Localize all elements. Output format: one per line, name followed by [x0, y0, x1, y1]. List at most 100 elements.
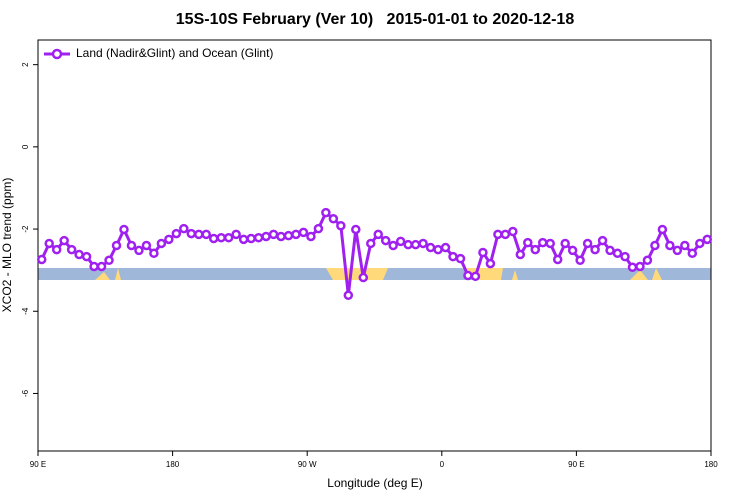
data-point	[672, 245, 683, 256]
data-point	[687, 248, 698, 259]
data-point	[66, 244, 77, 255]
surface-band	[38, 268, 711, 280]
data-point	[171, 228, 182, 239]
data-point	[493, 229, 503, 240]
data-point	[291, 229, 301, 240]
land-band	[95, 272, 110, 280]
land-band	[115, 268, 121, 280]
land-band	[652, 268, 662, 280]
data-point	[321, 207, 331, 218]
land-band	[462, 268, 503, 280]
data-point	[96, 261, 107, 272]
data-point	[89, 261, 99, 272]
data-point	[642, 255, 653, 266]
data-point	[351, 224, 361, 235]
y-tick-label: 2	[21, 62, 30, 67]
data-point	[567, 245, 578, 256]
data-point	[425, 242, 436, 253]
data-point	[440, 242, 451, 253]
data-point	[612, 248, 623, 259]
y-tick-label: 0	[21, 144, 30, 149]
data-point	[366, 238, 376, 249]
data-point	[223, 232, 234, 243]
data-point	[194, 229, 204, 240]
chart-title: 15S-10S February (Ver 10) 2015-01-01 to …	[176, 11, 575, 28]
y-tick-label: -4	[21, 307, 30, 315]
data-point	[179, 223, 189, 234]
y-tick-label: -6	[21, 389, 30, 397]
data-point	[186, 228, 197, 239]
data-point	[582, 238, 593, 249]
land-band	[630, 270, 648, 280]
data-point	[597, 235, 608, 246]
data-point	[298, 227, 309, 238]
x-tick-label: 180	[704, 460, 718, 469]
data-point	[620, 251, 630, 262]
data-point	[51, 244, 62, 255]
data-point	[283, 230, 294, 241]
data-point	[44, 238, 54, 249]
data-point	[418, 238, 428, 249]
data-point	[410, 239, 421, 250]
data-point	[635, 261, 645, 272]
data-point	[268, 229, 279, 240]
data-point	[253, 232, 264, 243]
data-point	[395, 236, 406, 247]
data-point	[276, 231, 286, 242]
data-point	[530, 244, 541, 255]
data-point	[36, 254, 47, 265]
legend-marker	[51, 48, 63, 60]
data-point	[261, 231, 271, 242]
data-point	[104, 255, 114, 266]
data-point	[665, 240, 675, 251]
data-point	[201, 229, 211, 240]
data-point	[575, 255, 585, 266]
data-point	[164, 234, 174, 245]
data-point	[328, 214, 339, 224]
data-point	[627, 262, 638, 273]
data-point	[552, 254, 563, 265]
data-point	[605, 245, 615, 256]
data-point	[134, 245, 144, 256]
data-point	[81, 251, 92, 262]
x-tick-label: 0	[440, 460, 445, 469]
land-band	[512, 270, 518, 280]
data-point	[448, 251, 458, 262]
data-point	[538, 237, 548, 248]
y-tick-label: -2	[21, 225, 30, 233]
x-tick-label: 90 W	[298, 460, 317, 469]
data-point	[455, 253, 466, 264]
data-point	[156, 238, 167, 249]
data-point	[343, 290, 354, 300]
data-point	[231, 229, 241, 240]
data-point	[433, 244, 443, 255]
data-point	[111, 240, 122, 251]
data-point	[380, 235, 391, 246]
data-point	[695, 238, 705, 249]
x-tick-label: 180	[166, 460, 180, 469]
data-point	[650, 240, 660, 251]
data-point	[680, 240, 690, 251]
data-point	[523, 237, 533, 248]
x-tick-label: 90 E	[30, 460, 46, 469]
x-axis-title: Longitude (deg E)	[327, 476, 422, 490]
data-point	[508, 226, 518, 237]
data-point	[141, 240, 152, 251]
data-point	[149, 248, 159, 259]
data-point	[478, 247, 488, 258]
y-axis-title: XCO2 - MLO trend (ppm)	[0, 178, 14, 313]
data-point	[336, 221, 346, 231]
data-point	[306, 231, 316, 242]
data-point	[515, 249, 526, 260]
data-point	[313, 223, 324, 234]
data-point	[545, 238, 555, 249]
data-point	[702, 234, 713, 245]
data-point	[59, 235, 69, 246]
land-band	[326, 268, 388, 280]
data-point	[485, 258, 496, 269]
data-point	[216, 232, 226, 243]
data-point	[590, 244, 600, 255]
data-point	[388, 240, 398, 251]
